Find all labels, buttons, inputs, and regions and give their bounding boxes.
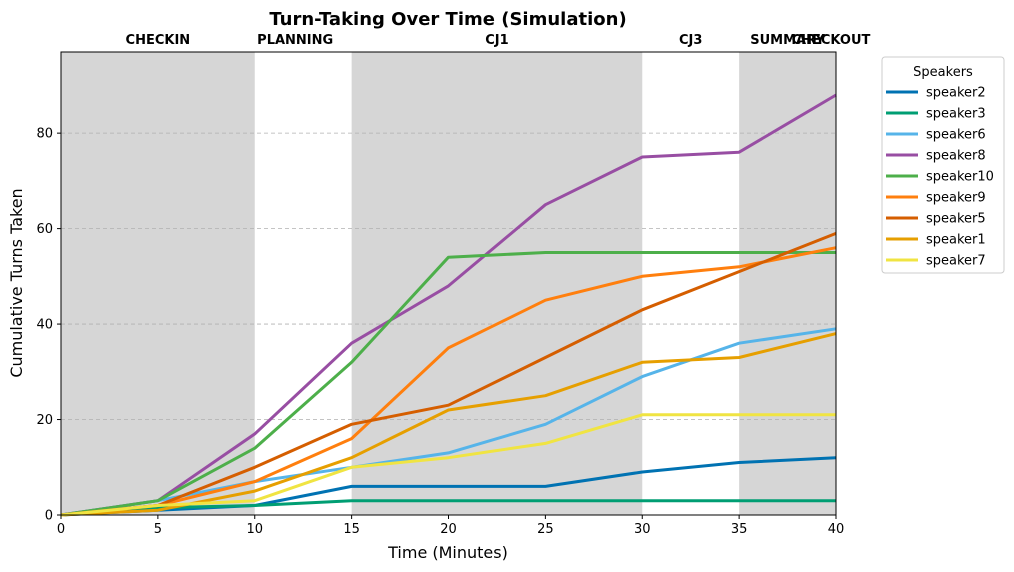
series-lines xyxy=(60,93,837,517)
phase-band-checkin xyxy=(61,52,255,515)
phase-bands xyxy=(61,52,836,515)
y-axis-ticks: 0 20 40 60 80 xyxy=(36,127,61,524)
y-tick-label: 60 xyxy=(36,222,53,237)
phase-band-summary xyxy=(739,52,836,515)
x-tick-label: 0 xyxy=(57,522,65,537)
legend: Speakers speaker2speaker3speaker6speaker… xyxy=(881,56,1005,274)
x-tick-label: 10 xyxy=(246,522,263,537)
x-tick-label: 40 xyxy=(828,522,845,537)
x-tick-label: 35 xyxy=(731,522,748,537)
phase-label-checkin: CHECKIN xyxy=(126,33,191,48)
legend-label-speaker3: speaker3 xyxy=(926,107,986,122)
phase-band-cj1 xyxy=(351,52,643,515)
legend-label-speaker5: speaker5 xyxy=(926,212,986,227)
y-tick-label: 40 xyxy=(36,318,53,333)
y-tick-label: 80 xyxy=(36,127,53,142)
x-axis-label: Time (Minutes) xyxy=(387,543,508,562)
legend-label-speaker6: speaker6 xyxy=(926,128,986,143)
y-tick-label: 20 xyxy=(36,413,53,428)
legend-items: speaker2 speaker3 speaker6 speaker8 speaker1… xyxy=(886,86,994,269)
phase-label-planning: PLANNING xyxy=(257,33,333,48)
series-line-speaker10 xyxy=(60,251,836,517)
y-tick-label: 0 xyxy=(45,509,53,524)
x-tick-label: 20 xyxy=(440,522,457,537)
phase-label-summary: SUMMARY xyxy=(750,33,825,48)
series-line-speaker2 xyxy=(60,456,837,517)
legend-label-speaker1: speaker1 xyxy=(926,233,986,248)
legend-label-speaker2: speaker2 xyxy=(926,86,986,101)
phase-label-cj1: CJ1 xyxy=(485,33,508,48)
series-line-speaker3 xyxy=(60,499,836,517)
legend-label-speaker10: speaker10 xyxy=(926,170,994,185)
legend-label-speaker9: speaker9 xyxy=(926,191,986,206)
phase-label-checkout: CHECKOUT xyxy=(792,33,871,48)
x-tick-label: 15 xyxy=(343,522,360,537)
x-tick-label: 25 xyxy=(537,522,554,537)
grid-lines xyxy=(61,132,836,420)
series-line-speaker7 xyxy=(60,413,836,517)
y-axis-label: Cumulative Turns Taken xyxy=(7,188,26,377)
phase-label-cj3: CJ3 xyxy=(679,33,702,48)
x-tick-label: 30 xyxy=(634,522,651,537)
legend-label-speaker8: speaker8 xyxy=(926,149,986,164)
legend-title: Speakers xyxy=(913,65,973,80)
legend-label-speaker7: speaker7 xyxy=(926,254,986,269)
chart-title: Turn-Taking Over Time (Simulation) xyxy=(269,9,626,30)
series-line-speaker8 xyxy=(60,93,837,517)
x-tick-label: 5 xyxy=(154,522,162,537)
series-line-speaker5 xyxy=(60,232,837,517)
series-line-speaker9 xyxy=(60,246,837,517)
x-axis-ticks: 0 5 10 15 20 25 30 35 40 xyxy=(57,515,844,537)
